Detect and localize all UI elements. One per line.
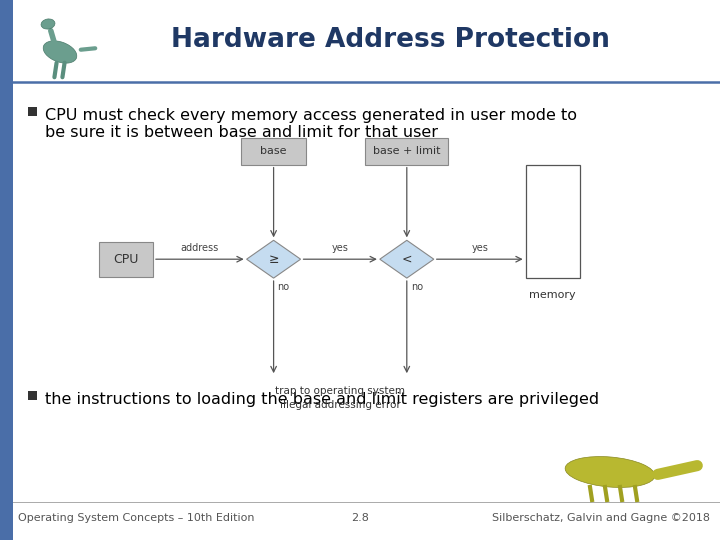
Text: memory: memory — [529, 290, 576, 300]
Text: ≥: ≥ — [269, 253, 279, 266]
Text: Silberschatz, Galvin and Gagne ©2018: Silberschatz, Galvin and Gagne ©2018 — [492, 513, 710, 523]
Text: no: no — [411, 282, 423, 292]
Text: <: < — [402, 253, 412, 266]
Text: Hardware Address Protection: Hardware Address Protection — [171, 27, 609, 53]
Text: be sure it is between base and limit for that user: be sure it is between base and limit for… — [45, 125, 438, 140]
Text: base + limit: base + limit — [373, 146, 441, 156]
Text: CPU must check every memory access generated in user mode to: CPU must check every memory access gener… — [45, 108, 577, 123]
Text: base: base — [261, 146, 287, 156]
Polygon shape — [246, 240, 301, 278]
Text: CPU: CPU — [113, 253, 139, 266]
Text: address: address — [181, 243, 219, 253]
Text: yes: yes — [472, 243, 488, 253]
Bar — [0, 0, 13, 540]
FancyArrowPatch shape — [51, 31, 54, 42]
Bar — [526, 165, 580, 278]
Polygon shape — [380, 240, 433, 278]
Ellipse shape — [41, 19, 55, 29]
Ellipse shape — [43, 41, 77, 63]
Bar — [28, 391, 37, 400]
Text: yes: yes — [332, 243, 348, 253]
Text: 2.8: 2.8 — [351, 513, 369, 523]
FancyArrowPatch shape — [81, 48, 95, 50]
Bar — [28, 107, 37, 116]
Text: Operating System Concepts – 10th Edition: Operating System Concepts – 10th Edition — [18, 513, 254, 523]
Bar — [13, 7, 98, 82]
FancyArrowPatch shape — [657, 465, 697, 475]
FancyArrowPatch shape — [63, 63, 65, 77]
Bar — [241, 138, 306, 165]
Bar — [365, 138, 448, 165]
Text: trap to operating system
illegal addressing error: trap to operating system illegal address… — [275, 386, 405, 410]
Bar — [99, 241, 153, 276]
FancyArrowPatch shape — [55, 63, 57, 77]
Ellipse shape — [565, 456, 655, 488]
Text: the instructions to loading the base and limit registers are privileged: the instructions to loading the base and… — [45, 392, 599, 407]
Text: no: no — [278, 282, 289, 292]
